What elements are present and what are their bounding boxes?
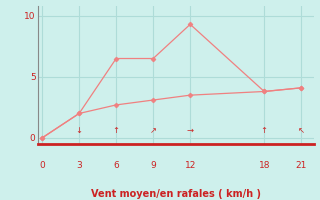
Text: ↓: ↓ (76, 126, 83, 135)
X-axis label: Vent moyen/en rafales ( km/h ): Vent moyen/en rafales ( km/h ) (91, 189, 261, 199)
Text: ↖: ↖ (298, 126, 305, 135)
Text: →: → (187, 126, 194, 135)
Text: ↑: ↑ (261, 126, 268, 135)
Text: ↑: ↑ (113, 126, 120, 135)
Text: ↗: ↗ (150, 126, 157, 135)
